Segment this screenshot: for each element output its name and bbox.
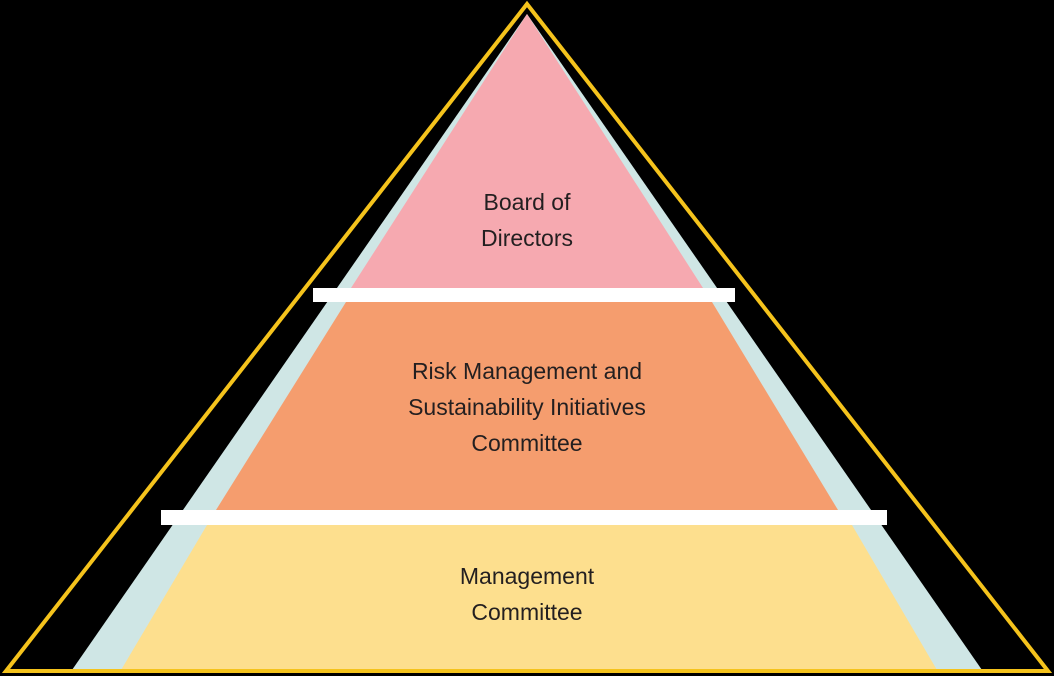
tier-middle-shape xyxy=(216,302,838,510)
tier-label-board-of-directors: Board of Directors xyxy=(480,189,573,251)
tier-bottom-shape xyxy=(121,525,937,670)
tier-label-risk-committee: Risk Management and Sustainability Initi… xyxy=(408,358,646,456)
tier-label-management-committee: Management Committee xyxy=(459,563,595,625)
separator-band-lower xyxy=(161,510,887,525)
tier-top-shape xyxy=(351,14,703,288)
separator-band-upper xyxy=(313,288,735,302)
